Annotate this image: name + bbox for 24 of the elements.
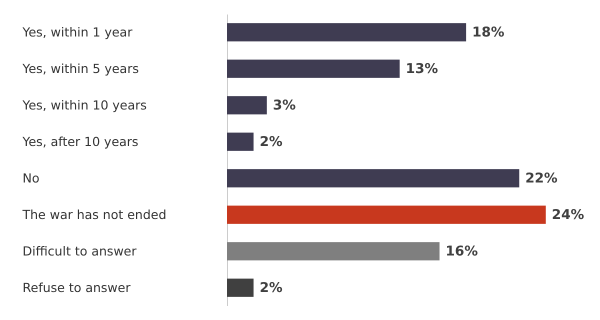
data-label: 22%	[525, 170, 558, 186]
y-tick-label: Yes, after 10 years	[22, 134, 138, 149]
bar	[227, 132, 254, 151]
data-label: 2%	[260, 280, 283, 296]
y-tick-label: The war has not ended	[22, 206, 166, 222]
y-tick-label: Yes, within 5 years	[22, 60, 139, 76]
data-label: 2%	[260, 134, 283, 150]
data-label: 18%	[472, 24, 505, 40]
data-label: 16%	[446, 243, 478, 260]
y-tick-label: Refuse to answer	[22, 280, 132, 295]
bar	[227, 206, 546, 224]
data-label: 3%	[272, 97, 296, 114]
bar	[227, 169, 520, 188]
y-tick-label: Yes, within 1 year	[22, 24, 134, 40]
bar	[227, 278, 254, 297]
y-tick-label: Yes, within 10 years	[22, 97, 147, 112]
data-label: 13%	[406, 60, 438, 77]
data-label: 24%	[552, 206, 585, 223]
bar	[227, 23, 466, 42]
y-tick-label: Difficult to answer	[22, 243, 138, 258]
bar	[227, 60, 400, 78]
bar	[227, 96, 267, 114]
y-tick-label: No	[22, 170, 40, 186]
bar	[227, 242, 440, 260]
